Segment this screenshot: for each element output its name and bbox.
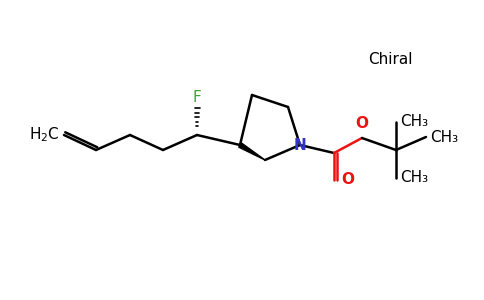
Text: O: O bbox=[356, 116, 368, 131]
Polygon shape bbox=[239, 143, 265, 160]
Text: CH₃: CH₃ bbox=[400, 115, 428, 130]
Text: N: N bbox=[294, 137, 306, 152]
Text: CH₃: CH₃ bbox=[430, 130, 458, 145]
Text: CH₃: CH₃ bbox=[400, 170, 428, 185]
Text: F: F bbox=[193, 90, 201, 105]
Text: O: O bbox=[341, 172, 354, 188]
Text: Chiral: Chiral bbox=[368, 52, 412, 68]
Text: H$_2$C: H$_2$C bbox=[30, 126, 60, 144]
